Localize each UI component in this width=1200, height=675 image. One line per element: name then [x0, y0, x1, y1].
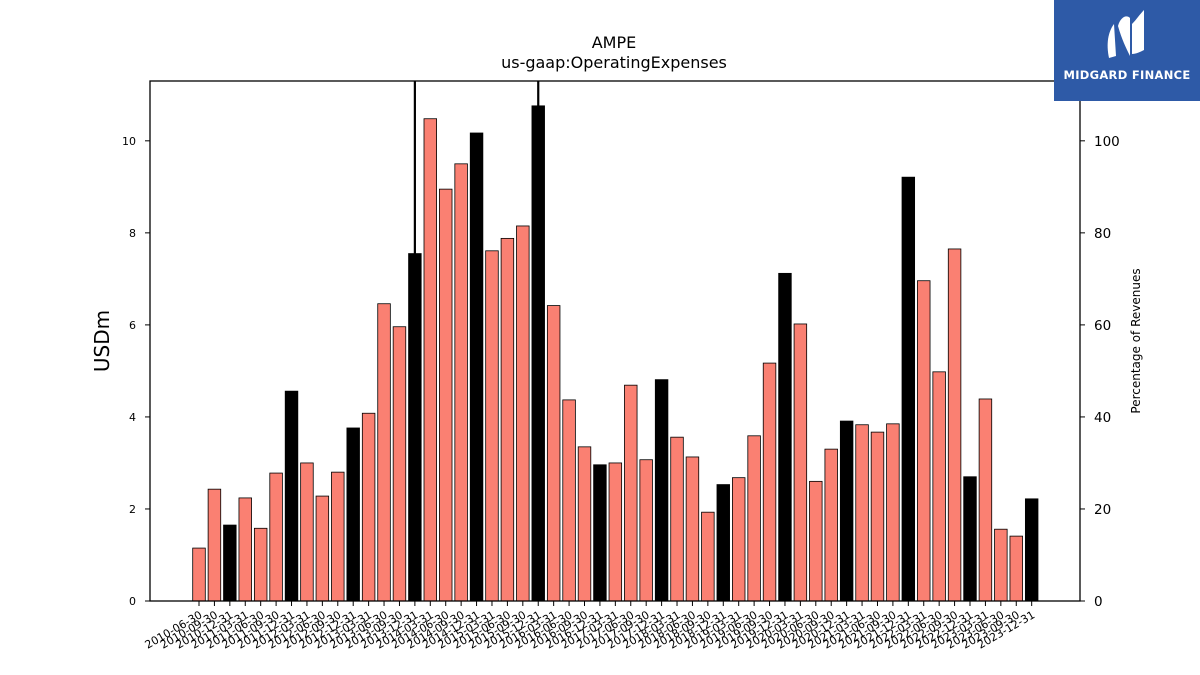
- bar-quarter: [608, 462, 623, 602]
- logo-text: MIDGARD FINANCE: [1063, 68, 1191, 82]
- bar-quarter: [639, 459, 653, 602]
- bar-quarter: [315, 495, 330, 602]
- bar-quarter: [253, 527, 268, 602]
- bar-quarter: [994, 528, 1008, 602]
- bar-quarter: [793, 323, 808, 602]
- bar-quarter: [685, 456, 700, 602]
- y-axis-ticks: 0 2 4 6 8 10: [122, 135, 150, 608]
- bar-quarter: [947, 248, 962, 602]
- y-tick-label: 10: [122, 135, 136, 148]
- bar-annual: [1024, 498, 1039, 602]
- bar-annual: [839, 420, 854, 602]
- bar-quarter: [439, 188, 453, 602]
- bar-quarter: [1009, 535, 1023, 602]
- bar-quarter: [855, 424, 869, 602]
- bar-annual: [469, 132, 484, 602]
- bar-quarter: [577, 446, 592, 602]
- y-tick-label: 6: [129, 319, 136, 332]
- bar-annual: [778, 272, 792, 602]
- bar-quarter: [701, 511, 715, 602]
- y-axis-label: USDm: [90, 310, 114, 372]
- bar-quarter: [624, 384, 638, 602]
- chart-title: AMPE: [592, 33, 637, 52]
- bar-quarter: [377, 303, 391, 602]
- y2-tick-label: 100: [1094, 134, 1120, 150]
- bar-quarter: [269, 472, 283, 602]
- bar-quarter: [824, 448, 838, 602]
- bar-quarter: [670, 436, 684, 602]
- bar-quarter: [932, 371, 946, 602]
- bar-quarter: [809, 480, 823, 602]
- bars-group: [192, 105, 1039, 602]
- y-tick-label: 2: [129, 503, 136, 516]
- bar-quarter: [886, 423, 900, 602]
- y-tick-label: 0: [129, 595, 136, 608]
- bar-quarter: [516, 225, 530, 602]
- y2-tick-label: 40: [1094, 410, 1111, 426]
- y-tick-label: 4: [129, 411, 136, 424]
- bar-quarter: [917, 280, 931, 602]
- bar-quarter: [747, 435, 761, 602]
- marker-lines-group: [413, 81, 540, 601]
- bar-annual: [901, 176, 916, 602]
- bar-annual: [593, 464, 607, 602]
- bar-annual: [716, 484, 730, 602]
- chart-subtitle: us-gaap:OperatingExpenses: [501, 53, 727, 72]
- bar-quarter: [454, 163, 468, 602]
- bar-annual: [223, 524, 237, 602]
- bar-quarter: [546, 305, 561, 602]
- bar-annual: [654, 379, 669, 602]
- bar-quarter: [392, 326, 407, 602]
- bar-quarter: [192, 547, 206, 602]
- y2-axis-ticks: 0 20 40 60 80 100: [1080, 134, 1120, 610]
- bar-quarter: [238, 497, 252, 602]
- midgard-logo-icon: [1107, 10, 1144, 58]
- bar-quarter: [331, 471, 345, 602]
- y2-tick-label: 80: [1094, 226, 1111, 242]
- bar-quarter: [978, 398, 993, 602]
- y2-tick-label: 0: [1094, 594, 1103, 610]
- bar-quarter: [361, 412, 376, 602]
- y2-tick-label: 20: [1094, 502, 1111, 518]
- y2-axis-label: Percentage of Revenues: [1129, 268, 1143, 413]
- bar-quarter: [562, 399, 576, 602]
- bar-quarter: [762, 362, 777, 602]
- y2-tick-label: 60: [1094, 318, 1111, 334]
- bar-quarter: [300, 462, 314, 602]
- bar-quarter: [500, 237, 515, 602]
- bar-quarter: [870, 431, 885, 602]
- bar-annual: [346, 427, 360, 602]
- y-tick-label: 8: [129, 227, 136, 240]
- bar-quarter: [207, 488, 222, 602]
- x-axis-ticks: 2010-06-302010-09-302010-12-312011-03-31…: [143, 601, 1037, 652]
- bar-annual: [963, 476, 977, 602]
- bar-quarter: [485, 250, 499, 602]
- bar-quarter: [732, 477, 746, 602]
- midgard-finance-logo: MIDGARD FINANCE: [1054, 0, 1200, 101]
- bar-annual: [284, 390, 299, 602]
- bar-quarter: [423, 118, 438, 602]
